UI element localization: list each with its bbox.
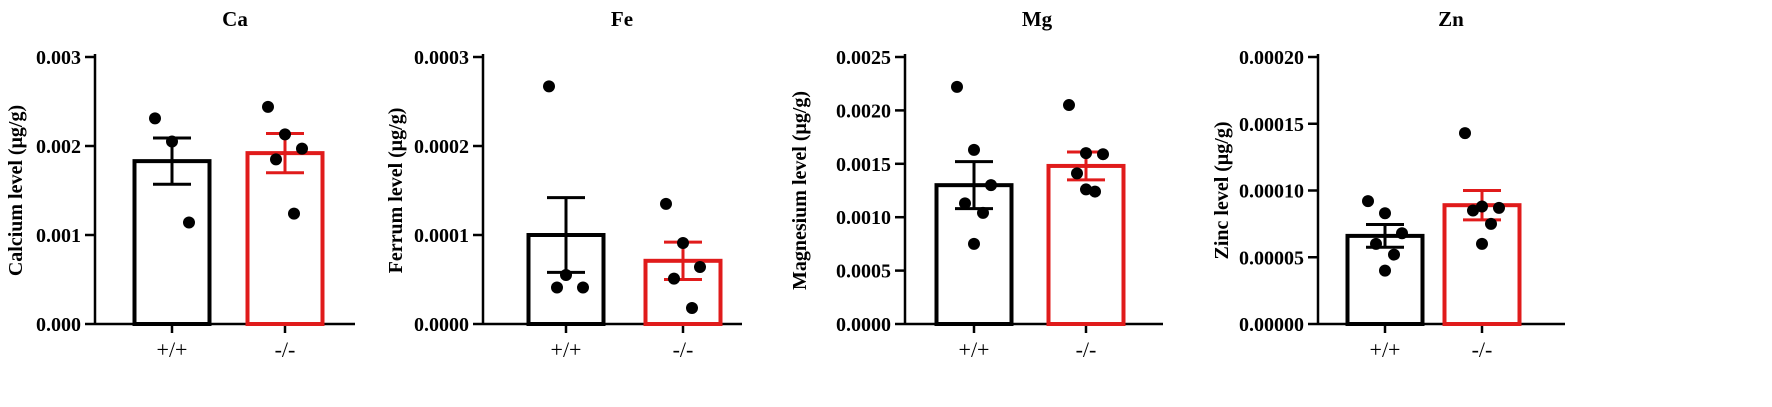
panel-title: Ca (222, 7, 248, 31)
y-tick-label: 0.00010 (1239, 181, 1304, 203)
panel-fe: Fe Ferrum level (μg/g) 0.0000 0.0001 0.0002 0… (385, 7, 742, 362)
y-tick-label: 0.0010 (836, 207, 891, 229)
data-point (262, 100, 274, 113)
data-point (1089, 185, 1101, 198)
data-point (183, 216, 195, 229)
data-point (1097, 148, 1109, 161)
x-category-label: +/+ (1370, 337, 1401, 362)
data-point (577, 281, 589, 294)
panel-title: Fe (611, 7, 633, 31)
y-tick-label: 0.000 (36, 314, 81, 336)
bar-wildtype (132, 159, 212, 326)
y-tick-label: 0.0000 (836, 314, 891, 336)
data-point (977, 206, 989, 219)
y-axis-label: Magnesium level (μg/g) (789, 91, 811, 290)
data-point (1485, 217, 1497, 230)
y-tick-label: 0.0002 (414, 136, 469, 158)
panel-zn: Zn Zinc level (μg/g) 0.00000 0.00005 0.00010… (1211, 7, 1565, 362)
x-category-label: -/- (1076, 337, 1097, 362)
data-point (288, 207, 300, 220)
y-tick-label: 0.0001 (414, 225, 469, 247)
bar-knockout (245, 151, 325, 326)
data-point (149, 112, 161, 125)
panel-mg: Mg Magnesium level (μg/g) 0.0000 0.0005 0.00… (789, 7, 1163, 362)
panel-title: Zn (1438, 7, 1464, 31)
data-point (985, 179, 997, 192)
y-tick-label: 0.0025 (836, 47, 891, 69)
bar-knockout (1442, 203, 1522, 326)
y-tick-label: 0.0020 (836, 100, 891, 122)
data-point (660, 197, 672, 210)
data-point (1476, 200, 1488, 213)
data-point (1476, 237, 1488, 250)
data-point (1459, 127, 1471, 140)
y-tick-label: 0.00020 (1239, 47, 1304, 69)
data-point (543, 80, 555, 93)
y-tick-label: 0.0005 (836, 261, 891, 283)
x-category-label: +/+ (959, 337, 990, 362)
data-point (1379, 207, 1391, 220)
data-point (951, 80, 963, 93)
data-point (270, 153, 282, 166)
data-point (968, 237, 980, 250)
data-point (694, 261, 706, 274)
bar-wildtype (1345, 233, 1425, 326)
x-category-label: -/- (275, 337, 296, 362)
y-tick-label: 0.0000 (414, 314, 469, 336)
data-point (1071, 167, 1083, 180)
data-point (296, 142, 308, 155)
x-category-label: -/- (1472, 337, 1493, 362)
y-tick-label: 0.0003 (414, 47, 469, 69)
data-point (1493, 201, 1505, 214)
x-category-label: -/- (673, 337, 694, 362)
data-point (959, 197, 971, 210)
data-point (166, 135, 178, 148)
data-point (1362, 195, 1374, 208)
y-axis-label: Ferrum level (μg/g) (385, 108, 407, 274)
data-point (279, 128, 291, 141)
y-tick-label: 0.003 (36, 47, 81, 69)
data-point (551, 281, 563, 294)
data-point (1063, 99, 1075, 112)
data-point (668, 272, 680, 285)
panel-title: Mg (1022, 7, 1053, 31)
data-point (560, 269, 572, 282)
y-tick-label: 0.00005 (1239, 247, 1304, 269)
data-point (1370, 237, 1382, 250)
data-point (968, 143, 980, 156)
data-point (677, 237, 689, 250)
y-axis-label: Zinc level (μg/g) (1211, 122, 1233, 260)
y-tick-label: 0.00015 (1239, 114, 1304, 136)
data-point (1396, 227, 1408, 240)
data-point (1379, 264, 1391, 277)
panel-ca: Ca Calcium level (μg/g) 0.000 0.001 0.002 0.0… (5, 7, 355, 362)
y-axis-label: Calcium level (μg/g) (5, 105, 27, 276)
y-tick-label: 0.0015 (836, 154, 891, 176)
data-point (1388, 248, 1400, 261)
data-point (1080, 147, 1092, 160)
data-point (1467, 204, 1479, 217)
y-tick-label: 0.00000 (1239, 314, 1304, 336)
y-tick-label: 0.002 (36, 136, 81, 158)
data-point (686, 301, 698, 314)
x-category-label: +/+ (157, 337, 188, 362)
x-category-label: +/+ (551, 337, 582, 362)
data-point (1080, 183, 1092, 196)
y-tick-label: 0.001 (36, 225, 81, 247)
